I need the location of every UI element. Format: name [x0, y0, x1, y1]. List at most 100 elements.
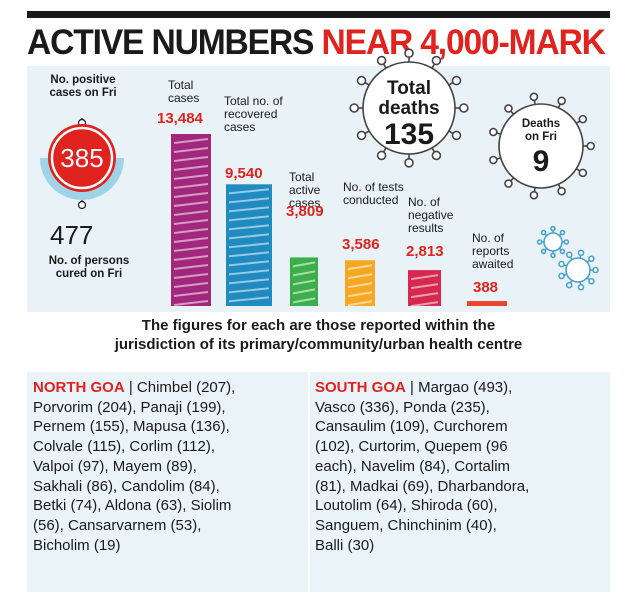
south-goa-column: SOUTH GOA | Margao (493), Vasco (336), P… — [315, 378, 605, 555]
virus-knob — [376, 55, 387, 66]
bar-streak — [173, 246, 209, 252]
cured-label: No. of persons cured on Fri — [48, 255, 130, 280]
bar-streak — [292, 261, 316, 268]
bar-streak — [347, 264, 373, 271]
virus-knob — [578, 168, 588, 178]
south-goa-line: Loutolim (64), Shiroda (60), — [315, 497, 498, 515]
virus-knob — [563, 239, 570, 245]
decorative-virus-icon — [536, 225, 570, 259]
bar-streak — [228, 269, 270, 276]
virus-knob — [489, 127, 498, 137]
bar-streak — [347, 291, 373, 298]
bar-value-total-cases: 13,484 — [157, 110, 203, 127]
bar-label-total-cases: Total cases — [168, 78, 200, 105]
virus-knob — [588, 255, 595, 263]
virus-knob — [404, 48, 414, 59]
bar-streak — [173, 147, 209, 153]
info-line-2: jurisdiction of its primary/community/ur… — [114, 336, 523, 353]
bar-streak — [347, 273, 373, 280]
south-goa-title: SOUTH GOA — [315, 379, 406, 396]
bar-streak — [292, 297, 316, 304]
virus-knob — [376, 150, 387, 161]
positive-circle — [48, 124, 116, 192]
virus-body — [565, 257, 591, 283]
bar-streak — [173, 282, 209, 288]
virus-knob — [577, 249, 585, 257]
north-goa-line: Bicholim (19) — [33, 536, 121, 554]
south-goa-line: Balli (30) — [315, 536, 375, 554]
bar-streak — [173, 192, 209, 198]
bar-streak — [173, 237, 209, 243]
bar-streak — [228, 278, 270, 285]
north-goa-line: Pernem (155), Mapusa (136), — [33, 418, 230, 436]
virus-body — [543, 232, 563, 252]
virus-knob — [565, 281, 573, 289]
south-goa-line: each), Navelim (84), Cortalim — [315, 457, 511, 475]
bar-streak — [173, 228, 209, 234]
virus-knob — [404, 158, 414, 168]
bar-streak — [173, 264, 209, 270]
virus-knob — [592, 266, 599, 274]
bar-value-active: 3,809 — [286, 203, 324, 220]
north-goa-line: Betki (74), Aldona (63), Siolim — [33, 497, 232, 515]
pendant-halo — [40, 157, 124, 200]
bar-streak — [410, 292, 439, 299]
virus-knob — [451, 130, 462, 141]
bar-label-awaited: No. of reports awaited — [472, 231, 514, 271]
bar-streak — [228, 296, 270, 303]
total-deaths-virus-icon — [349, 48, 469, 168]
bar-streak — [410, 274, 439, 281]
bar-streak — [173, 255, 209, 261]
bar-streak — [410, 283, 439, 290]
bar-streak — [173, 156, 209, 162]
bar-streak — [228, 224, 270, 231]
decorative-virus-icon — [558, 249, 599, 291]
bar-label-tests: No. of tests conducted — [343, 180, 404, 207]
bar-streak — [173, 174, 209, 180]
south-goa-line: (102), Curtorim, Quepem (96 — [315, 438, 508, 456]
positive-cases-pendant — [40, 118, 124, 210]
north-goa-line: Valpoi (97), Mayem (89), — [33, 457, 197, 475]
north-goa-column: NORTH GOA | Chimbel (207), Porvorim (204… — [33, 378, 305, 555]
virus-knob — [557, 186, 566, 196]
positive-cases-value: 385 — [60, 143, 104, 173]
virus-knob — [578, 114, 588, 124]
virus-knob — [451, 75, 462, 86]
bar-value-recovered: 9,540 — [225, 165, 263, 182]
virus-knob — [529, 92, 539, 102]
north-goa-line-0: NORTH GOA | Chimbel (207), — [33, 379, 236, 396]
positive-circle-ring — [50, 126, 114, 190]
virus-knob — [550, 252, 556, 259]
virus-knob — [431, 150, 442, 161]
bar-streak — [228, 251, 270, 258]
bar-streak — [410, 301, 439, 308]
virus-knob — [565, 251, 573, 259]
virus-knob — [356, 130, 367, 141]
bar-streak — [292, 288, 316, 295]
bar-group — [171, 134, 507, 308]
bar-streak — [228, 215, 270, 222]
column-divider — [308, 372, 310, 592]
bar-streak — [173, 183, 209, 189]
virus-knob — [536, 239, 543, 245]
bar-streak — [173, 219, 209, 225]
south-goa-line: (81), Madkai (69), Dharbandora, — [315, 477, 530, 495]
bar-streak — [228, 206, 270, 213]
virus-knob — [559, 248, 566, 255]
bar — [467, 301, 507, 306]
north-goa-line: (56), Cansarvarnem (53), — [33, 516, 202, 534]
bar-streak — [173, 291, 209, 297]
total-deaths-label: Total deaths — [378, 78, 440, 119]
virus-knob — [489, 155, 498, 165]
virus-knob — [558, 272, 565, 280]
north-goa-line: Sakhali (86), Candolim (84), — [33, 477, 220, 495]
virus-knob — [504, 104, 513, 113]
bar-streak — [228, 188, 270, 195]
bar-label-negative: No. of negative results — [408, 195, 454, 235]
chart-panel — [27, 66, 610, 312]
virus-knob — [529, 190, 539, 200]
bar-streak — [173, 210, 209, 216]
bar-streak — [347, 282, 373, 289]
virus-knob — [550, 225, 556, 232]
